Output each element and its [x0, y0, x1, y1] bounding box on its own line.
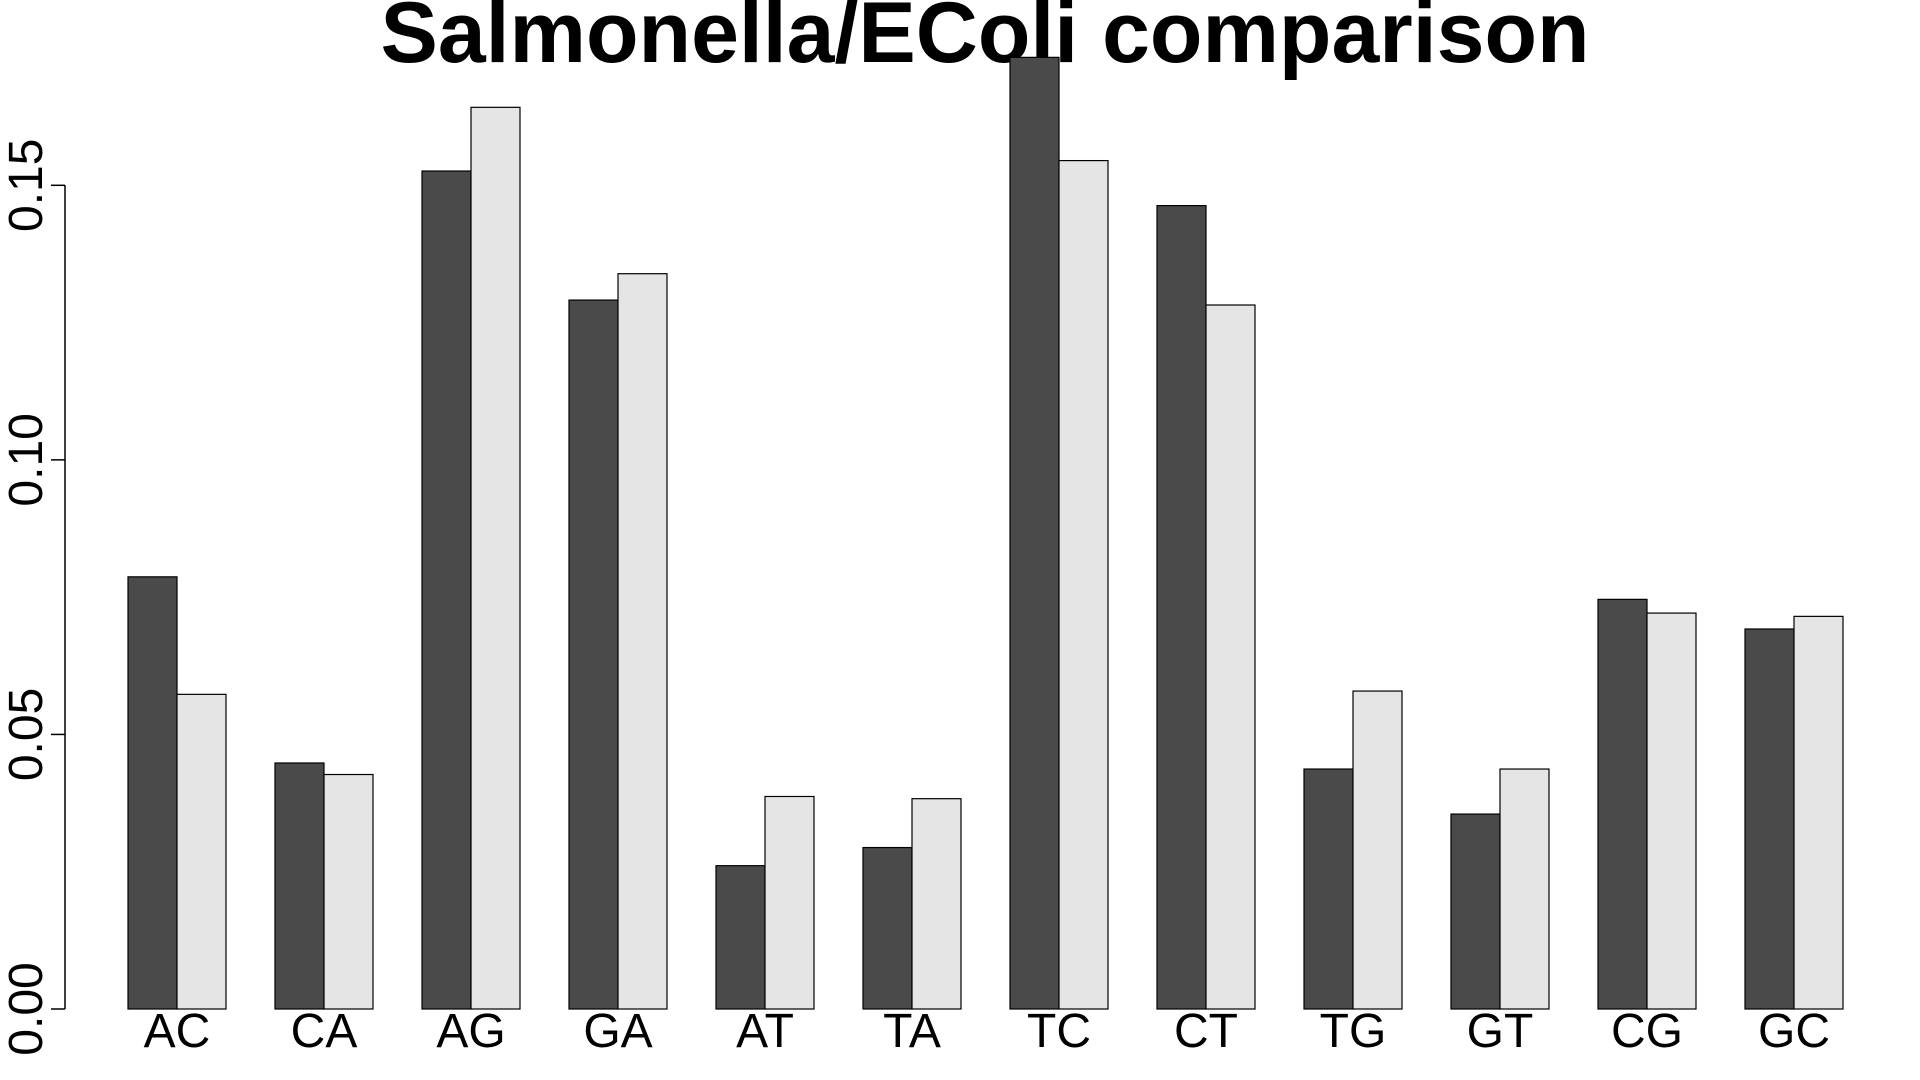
x-tick-label-AC: AC	[144, 1005, 211, 1058]
bar-TA-series-2	[911, 798, 962, 1010]
bar-GC-series-1	[1744, 628, 1795, 1010]
x-tick-label-GC: GC	[1758, 1005, 1830, 1058]
x-tick-label-GT: GT	[1467, 1005, 1534, 1058]
y-axis: 0.00 0.05 0.10 0.15	[0, 139, 66, 1056]
y-tick-label: 0.10	[0, 413, 53, 506]
bar-CA-series-2	[323, 773, 374, 1010]
bar-TC-series-1	[1009, 56, 1060, 1010]
x-axis-labels: AC CA AG GA AT TA TC CT TG GT CG GC	[144, 1005, 1830, 1058]
x-tick-label-CT: CT	[1174, 1005, 1238, 1058]
bar-CT-series-2	[1205, 304, 1256, 1010]
bar-AC-series-1	[127, 576, 178, 1010]
bar-CA-series-1	[274, 762, 325, 1010]
x-tick-label-CG: CG	[1611, 1005, 1683, 1058]
bar-GT-series-1	[1450, 813, 1501, 1010]
bar-GC-series-2	[1793, 615, 1844, 1010]
bar-AG-series-2	[470, 106, 521, 1010]
x-tick-label-TG: TG	[1320, 1005, 1387, 1058]
x-tick-label-CA: CA	[291, 1005, 358, 1058]
x-tick-label-AG: AG	[436, 1005, 505, 1058]
y-tick-label: 0.05	[0, 688, 53, 781]
bar-TG-series-2	[1352, 690, 1403, 1010]
chart-title: Salmonella/EColi comparison	[380, 0, 1589, 81]
bar-AT-series-1	[715, 865, 766, 1010]
bar-CT-series-1	[1156, 205, 1207, 1010]
x-tick-label-TC: TC	[1027, 1005, 1091, 1058]
bar-TC-series-2	[1058, 159, 1109, 1010]
x-tick-label-GA: GA	[583, 1005, 652, 1058]
bar-AT-series-2	[764, 795, 815, 1010]
bar-CG-series-2	[1646, 612, 1697, 1010]
y-tick-label: 0.15	[0, 139, 53, 232]
bar-AG-series-1	[421, 170, 472, 1010]
bars	[127, 56, 1844, 1010]
bar-TA-series-1	[862, 846, 913, 1010]
x-tick-label-AT: AT	[736, 1005, 794, 1058]
bar-AC-series-2	[176, 693, 227, 1010]
bar-GT-series-2	[1499, 768, 1550, 1010]
x-tick-label-TA: TA	[883, 1005, 941, 1058]
bar-GA-series-1	[568, 299, 619, 1010]
y-tick-label: 0.00	[0, 962, 53, 1055]
bar-TG-series-1	[1303, 768, 1354, 1010]
bar-GA-series-2	[617, 273, 668, 1010]
bar-CG-series-1	[1597, 598, 1648, 1010]
